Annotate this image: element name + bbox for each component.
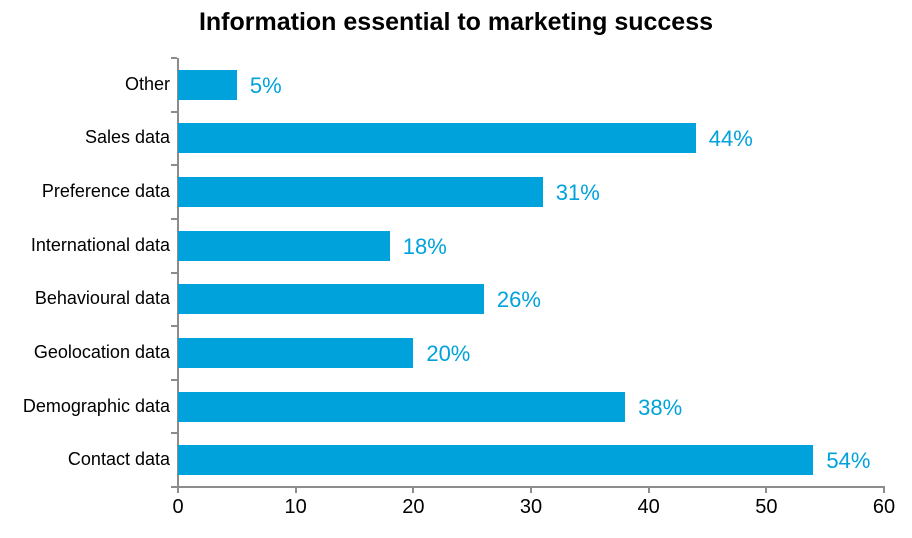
x-tick-label: 60 (872, 496, 896, 518)
category-label: Behavioural data (34, 288, 170, 309)
y-tick (171, 57, 177, 59)
x-tick-label: 50 (755, 496, 778, 518)
x-tick-label: 20 (402, 496, 425, 518)
bar (178, 230, 390, 261)
bar (178, 177, 543, 208)
bar (178, 284, 484, 315)
y-tick (171, 217, 177, 220)
bar (178, 445, 814, 476)
x-tick (765, 487, 768, 493)
x-tick (412, 487, 415, 493)
value-label: 20% (426, 340, 471, 366)
value-label: 38% (638, 394, 683, 420)
y-axis (177, 58, 179, 487)
y-tick (171, 432, 177, 435)
x-tick-label: 0 (172, 496, 184, 518)
x-tick-label: 10 (284, 496, 307, 518)
value-label: 5% (249, 72, 282, 98)
y-tick (171, 110, 177, 113)
category-label: Contact data (67, 449, 170, 470)
x-tick-label: 30 (519, 496, 543, 518)
value-label: 31% (555, 180, 600, 206)
category-label: Preference data (41, 181, 170, 202)
x-tick (530, 487, 532, 493)
y-tick (171, 378, 177, 381)
category-label: Sales data (84, 127, 170, 148)
category-label: Geolocation data (33, 341, 170, 362)
value-label: 54% (826, 448, 871, 474)
value-label: 18% (402, 233, 447, 259)
category-label: Demographic data (22, 395, 170, 416)
y-tick (171, 486, 177, 488)
chart-title: Information essential to marketing succe… (198, 8, 714, 36)
bar (178, 123, 696, 154)
category-label: Other (124, 73, 170, 94)
bar (178, 69, 237, 100)
bar (178, 391, 626, 422)
value-label: 44% (708, 126, 753, 152)
x-tick (294, 487, 297, 493)
plot-area: 5% 44% 31% 18% 26% 20% 38% 54% 0 10 20 30 40 50 60 (171, 57, 895, 518)
y-tick (171, 325, 177, 328)
category-label: International data (30, 234, 170, 255)
x-tick (647, 487, 650, 493)
y-tick (171, 271, 177, 274)
x-tick-label: 40 (637, 496, 660, 518)
x-tick (177, 487, 179, 493)
bar (178, 337, 414, 368)
y-tick (171, 164, 177, 167)
x-tick (883, 487, 885, 493)
value-label: 26% (496, 287, 541, 313)
